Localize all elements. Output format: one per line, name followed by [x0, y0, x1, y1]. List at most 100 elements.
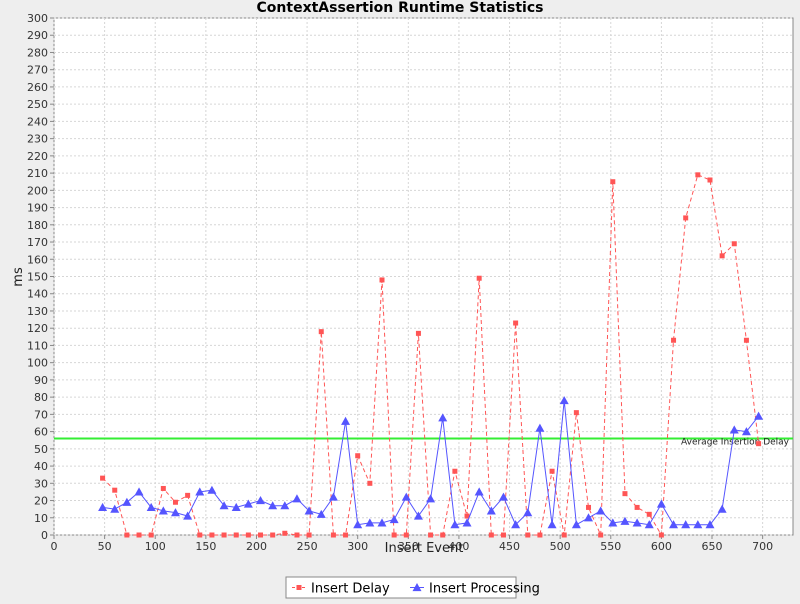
y-tick-label: 100: [27, 357, 48, 370]
data-point-triangle: [207, 485, 217, 494]
data-point-triangle: [389, 514, 399, 524]
x-tick-label: 200: [246, 540, 267, 553]
data-point-triangle: [110, 504, 120, 513]
data-point-triangle: [656, 499, 666, 508]
data-point-square: [513, 320, 519, 326]
y-tick-label: 20: [34, 495, 48, 508]
y-tick-label: 250: [27, 98, 48, 111]
data-point-triangle: [596, 506, 606, 515]
data-point-triangle: [280, 501, 290, 510]
data-point-square: [488, 532, 494, 538]
data-point-triangle: [243, 499, 253, 508]
y-tick-label: 300: [27, 12, 48, 25]
x-tick-label: 0: [51, 540, 58, 553]
series-layer: [98, 172, 764, 538]
y-tick-label: 230: [27, 133, 48, 146]
x-tick-label: 450: [499, 540, 520, 553]
data-point-square: [743, 337, 749, 343]
data-point-square: [100, 475, 106, 481]
x-tick-label: 350: [398, 540, 419, 553]
x-tick-label: 600: [651, 540, 672, 553]
data-point-square: [549, 468, 555, 474]
data-point-square: [610, 179, 616, 185]
x-tick-label: 550: [600, 540, 621, 553]
legend-label: Insert Processing: [429, 582, 540, 597]
data-point-square: [464, 513, 470, 519]
y-tick-label: 80: [34, 391, 48, 404]
data-point-triangle: [681, 520, 691, 529]
x-tick-label: 400: [448, 540, 469, 553]
data-point-square: [367, 480, 373, 486]
y-tick-label: 150: [27, 271, 48, 284]
data-point-square: [537, 532, 543, 538]
data-point-triangle: [511, 520, 521, 529]
data-point-square: [695, 172, 701, 178]
data-point-square: [415, 330, 421, 336]
x-tick-label: 300: [347, 540, 368, 553]
data-point-triangle: [498, 492, 508, 501]
y-axis-label: ms: [11, 267, 26, 287]
y-tick-label: 40: [34, 460, 48, 473]
data-point-square: [646, 511, 652, 517]
y-tick-label: 30: [34, 477, 48, 490]
data-point-triangle: [705, 520, 715, 529]
data-point-square: [245, 532, 251, 538]
data-point-triangle: [122, 497, 132, 506]
y-tick-label: 50: [34, 443, 48, 456]
x-axis-label: Insert Event: [385, 541, 464, 556]
x-tick-label: 50: [98, 540, 112, 553]
data-point-square: [270, 532, 276, 538]
data-point-square: [112, 487, 118, 493]
y-tick-label: 290: [27, 29, 48, 42]
y-tick-label: 110: [27, 339, 48, 352]
x-tick-label: 700: [752, 540, 773, 553]
data-point-square: [756, 441, 762, 447]
data-point-square: [221, 532, 227, 538]
data-point-square: [500, 532, 506, 538]
data-point-triangle: [559, 396, 569, 405]
x-tick-label: 650: [702, 540, 723, 553]
data-point-triangle: [98, 502, 108, 512]
data-point-square: [124, 532, 130, 538]
data-point-triangle: [438, 413, 448, 422]
data-point-triangle: [377, 518, 387, 527]
data-point-triangle: [158, 506, 168, 515]
y-tick-label: 140: [27, 288, 48, 301]
data-point-square: [634, 504, 640, 510]
data-point-square: [148, 532, 154, 538]
data-point-square: [403, 532, 409, 538]
y-tick-label: 90: [34, 374, 48, 387]
data-point-triangle: [729, 425, 739, 434]
data-point-triangle: [195, 487, 205, 496]
y-axis-ticks: 0 10 20 30 40 50 60 70 80 90 100 110 120 130 140 150 160…: [27, 12, 54, 542]
data-point-square: [233, 532, 239, 538]
data-point-square: [573, 410, 579, 416]
data-point-square: [622, 491, 628, 497]
data-point-triangle: [219, 501, 229, 510]
data-point-triangle: [474, 487, 484, 496]
chart-title: ContextAssertion Runtime Statistics: [257, 0, 544, 16]
data-point-square: [185, 492, 191, 498]
data-point-triangle: [328, 492, 338, 501]
data-point-square: [440, 532, 446, 538]
data-point-square: [476, 275, 482, 281]
data-point-triangle: [268, 501, 278, 510]
data-point-square: [294, 532, 300, 538]
data-point-triangle: [256, 496, 266, 505]
data-point-triangle: [341, 416, 351, 425]
data-point-square: [258, 532, 264, 538]
data-point-square: [452, 468, 458, 474]
data-point-square: [683, 215, 689, 221]
data-point-square: [136, 532, 142, 538]
data-point-square: [391, 532, 397, 538]
data-point-square: [731, 241, 737, 247]
y-tick-label: 280: [27, 46, 48, 59]
data-point-square: [330, 532, 336, 538]
series-insert-processing: [98, 396, 764, 529]
data-point-triangle: [353, 520, 363, 529]
data-point-square: [172, 499, 178, 505]
data-point-square: [306, 532, 312, 538]
data-point-square: [707, 177, 713, 183]
data-point-square: [561, 532, 567, 538]
x-tick-label: 150: [195, 540, 216, 553]
